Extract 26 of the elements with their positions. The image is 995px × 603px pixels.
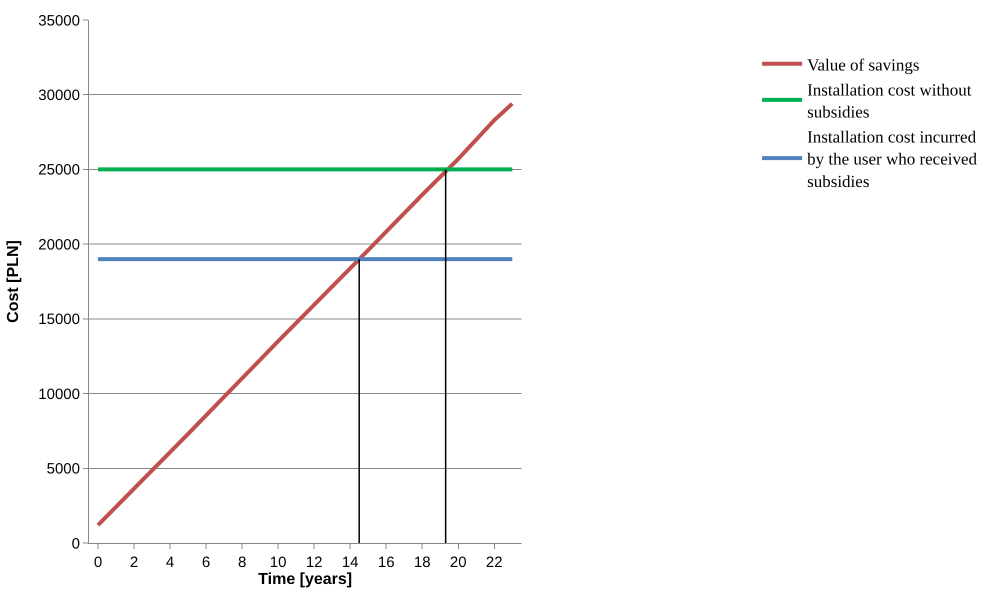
x-tick-label: 22 bbox=[486, 554, 503, 571]
y-tick-label: 0 bbox=[72, 535, 80, 552]
x-tick-label: 8 bbox=[238, 554, 246, 571]
y-tick-label: 5000 bbox=[46, 460, 80, 478]
x-tick-label: 14 bbox=[342, 554, 359, 571]
y-tick-label: 10000 bbox=[38, 386, 80, 403]
x-tick-label: 2 bbox=[130, 554, 138, 571]
x-tick-label: 6 bbox=[202, 554, 210, 571]
line-series bbox=[96, 102, 514, 528]
x-tick-label: 16 bbox=[378, 554, 395, 571]
y-tick-label: 35000 bbox=[38, 12, 80, 30]
y-tick-label: 15000 bbox=[38, 311, 80, 328]
y-axis-title: Cost [PLN] bbox=[5, 240, 22, 323]
x-axis-title: Time [years] bbox=[258, 571, 352, 588]
legend-label: Installation cost without subsidies bbox=[807, 80, 972, 122]
legend-label: Installation cost incurred by the user who received subsidies bbox=[807, 128, 978, 191]
x-tick-label: 20 bbox=[450, 554, 467, 571]
x-tick-label: 0 bbox=[94, 554, 102, 571]
y-tick-label: 20000 bbox=[38, 236, 80, 254]
x-tick-label: 12 bbox=[306, 554, 323, 571]
y-tick-label: 25000 bbox=[38, 162, 80, 179]
y-tick-label: 30000 bbox=[38, 86, 80, 104]
x-tick-label: 10 bbox=[270, 554, 286, 571]
x-tick-label: 4 bbox=[166, 554, 174, 571]
x-tick-label: 18 bbox=[414, 554, 431, 571]
legend-label: Value of savings bbox=[807, 55, 920, 74]
